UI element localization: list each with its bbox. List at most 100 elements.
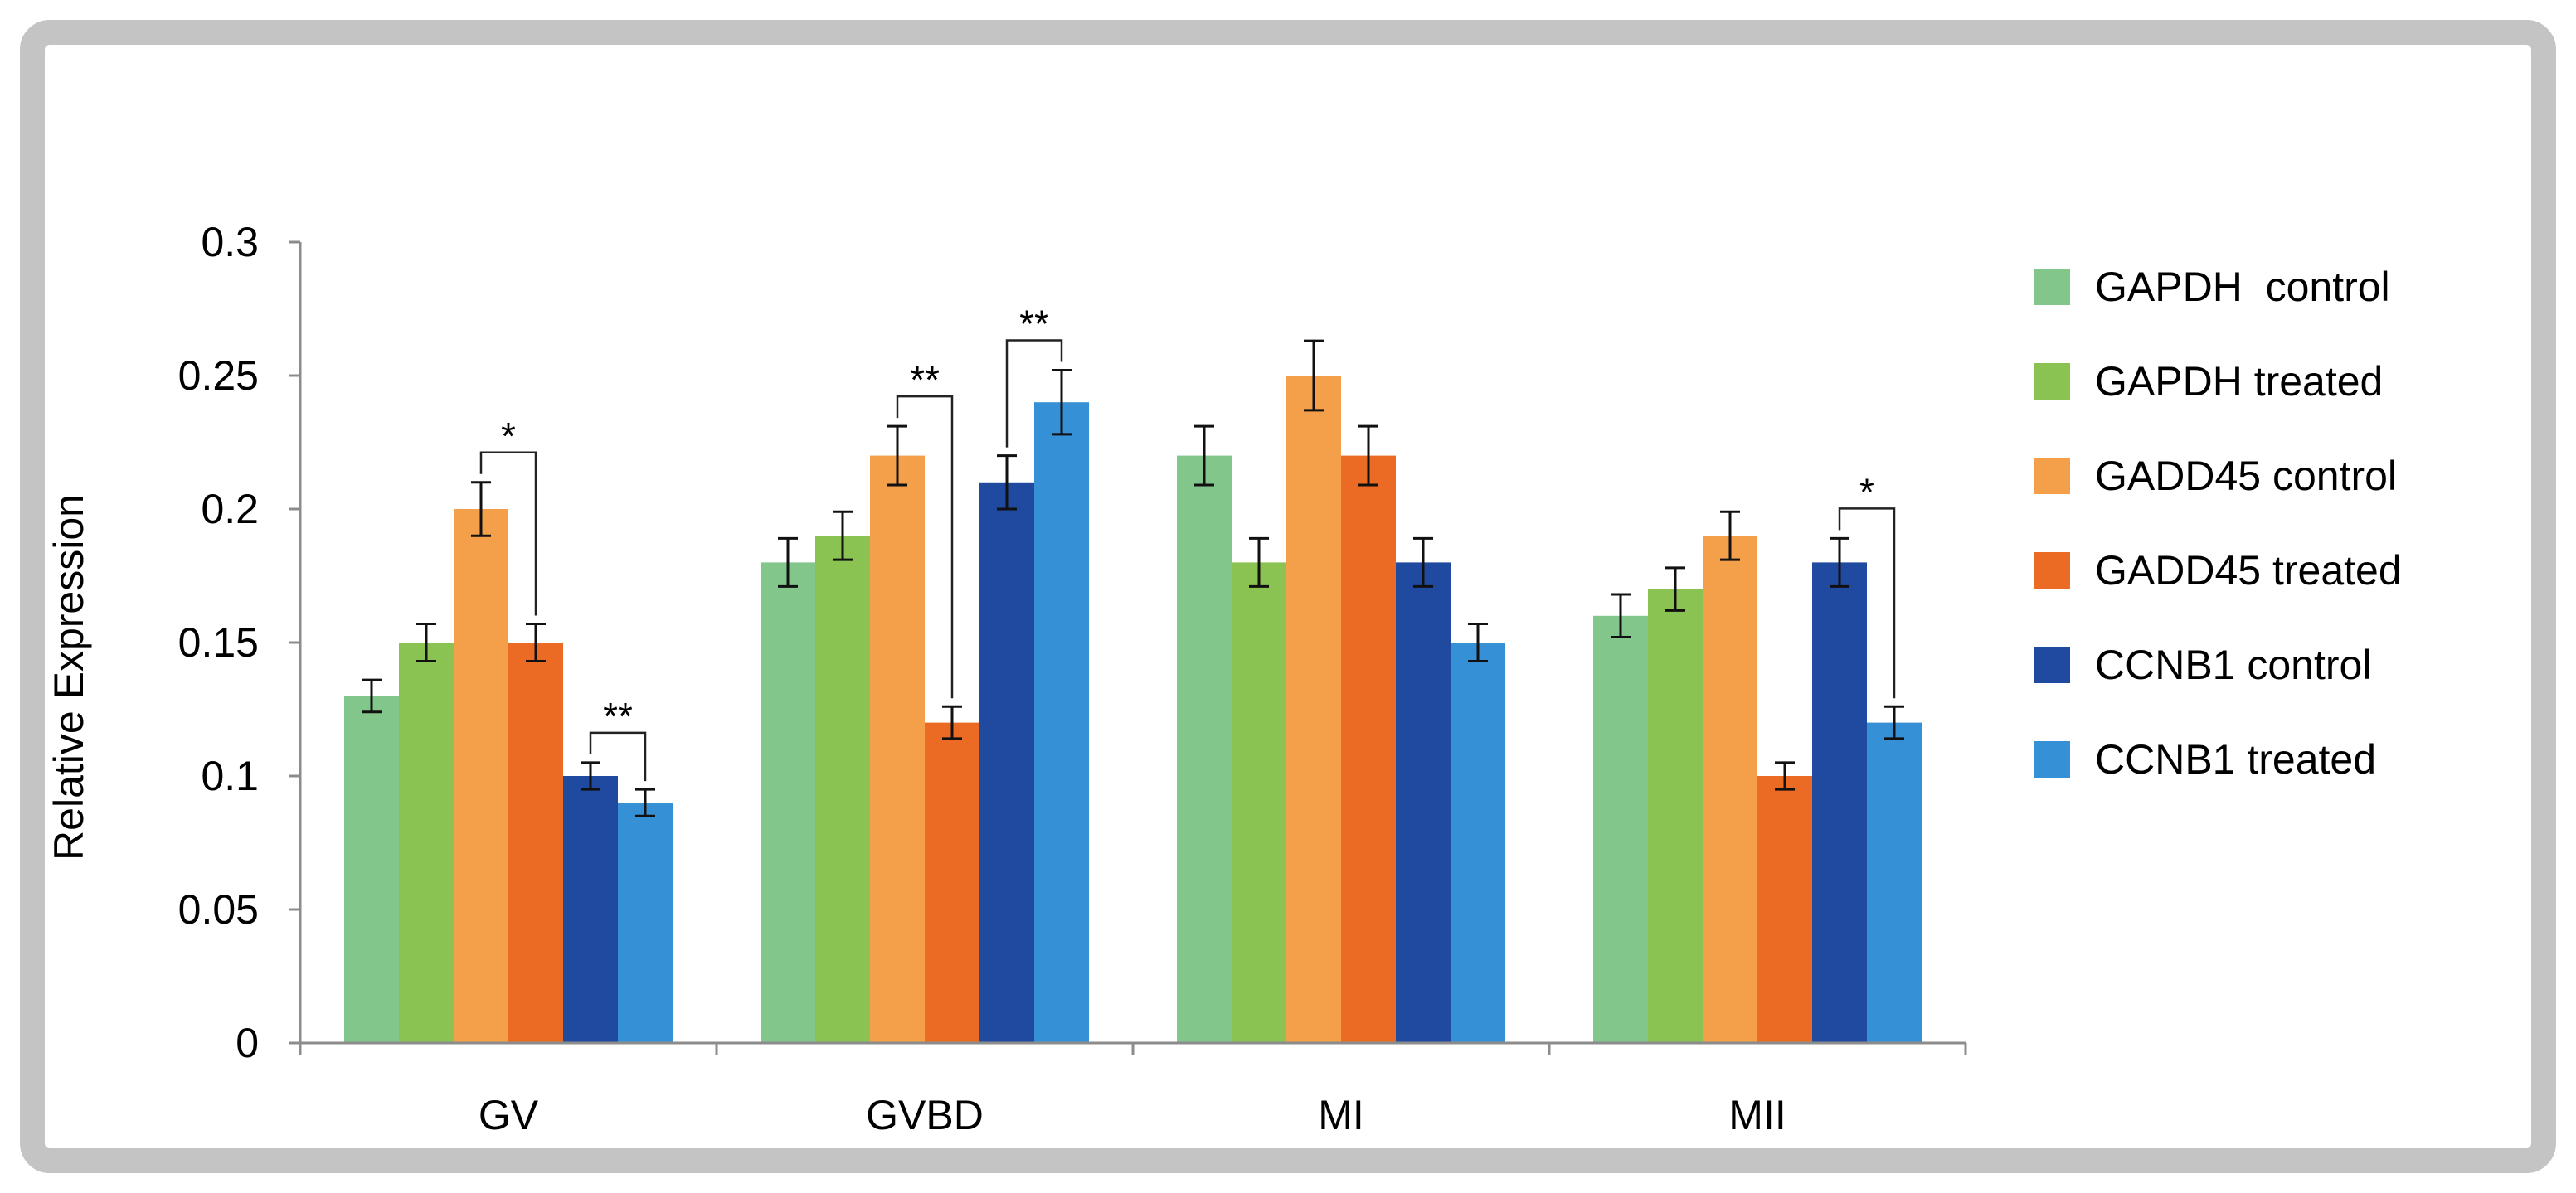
significance-bracket-line — [1005, 339, 1063, 448]
error-bar — [997, 454, 1017, 511]
bar — [979, 482, 1034, 1043]
bar — [399, 643, 454, 1043]
bar — [618, 803, 673, 1043]
bar — [1034, 402, 1089, 1043]
bar — [1593, 615, 1648, 1043]
error-bar — [526, 622, 546, 663]
error-bar — [1052, 369, 1072, 436]
significance-label: ** — [603, 695, 633, 738]
error-bar — [581, 761, 600, 791]
error-bar — [833, 510, 853, 561]
legend-swatch — [2034, 363, 2070, 400]
significance-bracket: ** — [896, 358, 954, 699]
significance-label: ** — [1019, 303, 1049, 346]
bar — [870, 455, 925, 1043]
bars — [344, 376, 1922, 1043]
error-bar — [1468, 622, 1488, 663]
error-bars — [362, 339, 1904, 817]
bar — [925, 722, 979, 1043]
error-bar — [471, 481, 491, 537]
y-tick-label: 0 — [236, 1020, 259, 1066]
y-tick-label: 0.05 — [178, 886, 259, 933]
significance-bracket-line — [1838, 507, 1896, 699]
x-tick-label: GVBD — [866, 1092, 984, 1138]
significance-bracket-line — [589, 731, 647, 782]
error-bar — [887, 424, 907, 487]
bar — [1867, 722, 1922, 1043]
error-bar — [1830, 536, 1849, 588]
bar — [508, 643, 563, 1043]
significance-brackets: ******** — [479, 303, 1896, 782]
legend-label: CCNB1 treated — [2095, 736, 2376, 783]
error-bar — [1665, 566, 1685, 612]
legend-swatch — [2034, 647, 2070, 683]
significance-bracket: * — [479, 415, 537, 616]
legend-label: GAPDH control — [2095, 264, 2390, 310]
error-bar — [635, 788, 655, 817]
error-bar — [942, 705, 962, 740]
y-tick-label: 0.1 — [201, 753, 259, 799]
error-bar — [1304, 339, 1324, 412]
significance-bracket-line — [896, 395, 954, 699]
legend-item: GADD45 control — [2034, 453, 2397, 499]
legend: GAPDH control GAPDH treated GADD45 control… — [2034, 264, 2402, 783]
bar — [1812, 562, 1867, 1043]
bar — [1451, 643, 1505, 1043]
y-axis-label: Relative Expression — [46, 494, 92, 861]
error-bar — [1358, 424, 1378, 487]
significance-bracket-line — [479, 451, 537, 616]
error-bar — [1775, 761, 1795, 791]
x-axis: GV GVBD MI MII — [299, 1041, 1967, 1138]
legend-label: GADD45 control — [2095, 453, 2397, 499]
significance-bracket: ** — [1005, 303, 1063, 448]
bar — [454, 509, 508, 1043]
error-bar — [1413, 536, 1433, 588]
error-bar — [362, 678, 382, 714]
legend-label: CCNB1 control — [2095, 642, 2371, 688]
legend-item: CCNB1 treated — [2034, 736, 2376, 783]
bar — [563, 776, 618, 1043]
error-bar — [1720, 510, 1740, 561]
y-tick-label: 0.15 — [178, 619, 259, 666]
bar — [815, 536, 870, 1043]
bar — [1648, 589, 1703, 1043]
legend-label: GAPDH treated — [2095, 358, 2383, 405]
legend-label: GADD45 treated — [2095, 547, 2402, 594]
legend-swatch — [2034, 269, 2070, 305]
bar — [1396, 562, 1451, 1043]
legend-item: GAPDH control — [2034, 264, 2390, 310]
legend-item: GAPDH treated — [2034, 358, 2383, 405]
error-bar — [1249, 536, 1269, 588]
x-tick-label: MII — [1728, 1092, 1786, 1138]
bar — [1703, 536, 1757, 1043]
x-tick-label: GV — [479, 1092, 539, 1138]
legend-swatch — [2034, 552, 2070, 589]
bar — [1232, 562, 1286, 1043]
legend-swatch — [2034, 741, 2070, 778]
error-bar — [1194, 424, 1214, 487]
x-tick-label: MI — [1318, 1092, 1364, 1138]
error-bar — [1611, 593, 1631, 639]
y-tick-label: 0.25 — [178, 352, 259, 399]
significance-bracket: ** — [589, 695, 647, 782]
y-axis: 0 0.05 0.1 0.15 0.2 0.25 0.3 — [178, 219, 302, 1066]
bar — [761, 562, 815, 1043]
bar — [1286, 376, 1341, 1043]
significance-bracket: * — [1838, 470, 1896, 699]
y-tick-label: 0.3 — [201, 219, 259, 265]
legend-swatch — [2034, 458, 2070, 494]
significance-label: * — [501, 415, 516, 458]
error-bar — [1884, 705, 1904, 740]
bar — [1341, 455, 1396, 1043]
bar — [344, 696, 399, 1043]
bar — [1177, 455, 1232, 1043]
error-bar — [416, 622, 436, 663]
significance-label: ** — [910, 358, 940, 401]
legend-item: CCNB1 control — [2034, 642, 2371, 688]
legend-item: GADD45 treated — [2034, 547, 2402, 594]
bar — [1757, 776, 1812, 1043]
y-tick-label: 0.2 — [201, 486, 259, 532]
error-bar — [778, 536, 798, 588]
significance-label: * — [1859, 470, 1874, 513]
